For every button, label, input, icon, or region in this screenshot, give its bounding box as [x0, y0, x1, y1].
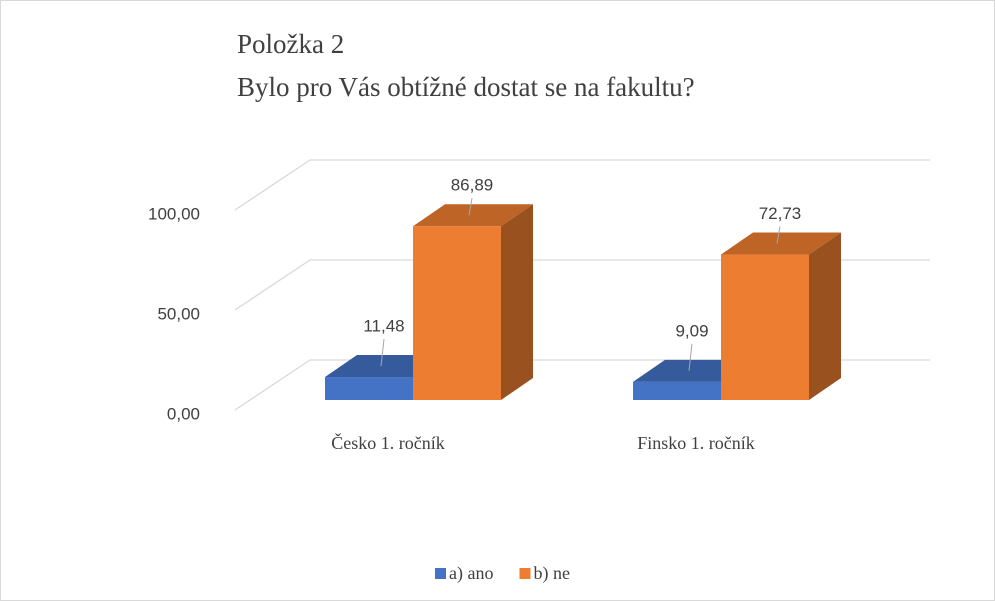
grid-line	[234, 159, 930, 211]
bar-side	[501, 204, 533, 400]
y-tick-label: 0,00	[167, 404, 200, 423]
bar	[325, 377, 413, 400]
bar	[413, 226, 501, 400]
x-tick-label: Finsko 1. ročník	[637, 433, 755, 453]
chart-subtitle: Bylo pro Vás obtížné dostat se na fakult…	[237, 72, 695, 102]
bar	[633, 381, 721, 400]
y-tick-label: 100,00	[148, 204, 200, 223]
legend-label: b) ne	[533, 563, 569, 584]
data-label: 86,89	[451, 176, 494, 195]
data-label: 72,73	[759, 204, 802, 223]
y-tick-label: 50,00	[157, 304, 200, 323]
bar	[721, 254, 809, 400]
chart-title: Položka 2	[237, 29, 344, 59]
legend-swatch	[435, 568, 446, 579]
bar-side	[809, 232, 841, 400]
data-label: 9,09	[675, 321, 708, 340]
leader-line	[380, 338, 385, 367]
bar-top	[721, 232, 841, 255]
leader-line	[468, 198, 473, 216]
leader-line	[688, 343, 693, 371]
legend-label: a) ano	[449, 563, 493, 584]
x-tick-label: Česko 1. ročník	[331, 432, 444, 453]
leader-line	[776, 226, 781, 244]
bar-top	[413, 204, 533, 227]
data-label: 11,48	[363, 317, 404, 336]
legend-swatch	[519, 568, 531, 579]
